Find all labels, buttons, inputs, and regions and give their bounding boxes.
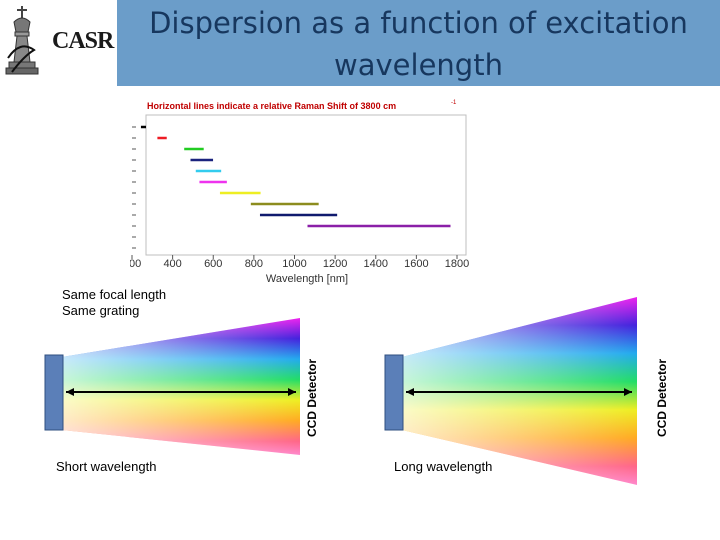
- plot-area: [145, 114, 467, 256]
- long-wavelength-caption: Long wavelength: [394, 459, 493, 474]
- chart-svg: Horizontal lines indicate a relative Ram…: [123, 100, 608, 285]
- long-arrow-left-head-icon: [406, 388, 414, 396]
- wavelength-chart: Horizontal lines indicate a relative Ram…: [123, 95, 608, 285]
- x-tick-label-3: 800: [245, 258, 263, 270]
- long-detector-label: CCD Detector: [655, 358, 669, 437]
- chart-title-superscript: -1: [451, 100, 457, 106]
- note-grating: Same grating: [62, 303, 140, 318]
- page-title: Dispersion as a function of excitation w…: [149, 6, 688, 82]
- x-tick-label-5: 1200: [323, 258, 347, 270]
- x-tick-label-8: 1800: [445, 258, 469, 270]
- short-arrow-left-head-icon: [66, 388, 74, 396]
- short-detector-label: CCD Detector: [305, 358, 319, 437]
- long-arrow-right-head-icon: [624, 388, 632, 396]
- logo: CASR: [0, 0, 117, 86]
- x-tick-label-6: 1400: [364, 258, 388, 270]
- x-tick-label-7: 1600: [404, 258, 428, 270]
- x-tick-label-4: 1000: [282, 258, 306, 270]
- short-grating-block: [44, 354, 64, 431]
- x-tick-label-2: 600: [204, 258, 222, 270]
- chart-title: Horizontal lines indicate a relative Ram…: [147, 101, 396, 111]
- short-arrow-right-head-icon: [288, 388, 296, 396]
- long-grating-block: [384, 354, 404, 431]
- note: Same focal length Same grating: [62, 287, 166, 319]
- logo-text: CASR: [52, 28, 114, 54]
- short-wavelength-caption: Short wavelength: [56, 459, 157, 474]
- x-axis-label: Wavelength [nm]: [266, 273, 348, 285]
- x-tick-label-1: 400: [163, 258, 181, 270]
- note-focal-length: Same focal length: [62, 287, 167, 302]
- short-cone-fade: [62, 318, 300, 455]
- chess-king-logo-icon: [5, 6, 39, 75]
- title-banner: [117, 0, 720, 86]
